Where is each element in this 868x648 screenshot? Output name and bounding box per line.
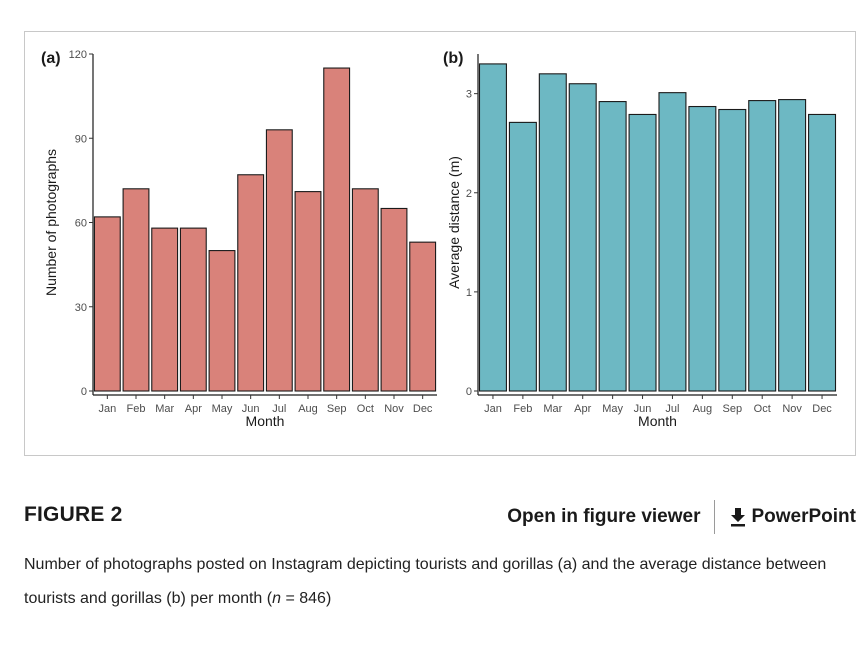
caption-text: Number of photographs posted on Instagra… (24, 556, 827, 607)
panel-a-x-tick-label: Jun (242, 403, 260, 415)
panel-b-bar (628, 113, 657, 392)
panel-b-x-tick-label: Jun (634, 403, 652, 415)
panel-a-x-tick-label: Aug (298, 403, 318, 415)
panel-a-bar (265, 129, 293, 392)
panel-b-bar (508, 121, 537, 392)
figure-caption: Number of photographs posted on Instagra… (24, 548, 844, 616)
download-icon (731, 508, 746, 527)
panel-b-x-tick-label: Apr (574, 403, 591, 415)
panel-a-x-tick-label: Oct (357, 403, 374, 415)
panel-b-bar (598, 101, 627, 392)
panel-b-bar (688, 105, 717, 392)
panel-a-bar (409, 241, 437, 392)
panel-a-bar (351, 188, 379, 392)
panel-a-x-tick-label: Jan (98, 403, 116, 415)
panel-a-y-tick-label: 120 (69, 49, 87, 61)
panel-a-x-tick-label: Dec (413, 403, 433, 415)
panel-a-x-tick-label: Apr (185, 403, 202, 415)
panel-a-x-tick-label: Nov (384, 403, 404, 415)
caption-text-end: = 846) (281, 590, 332, 607)
panel-b-x-tick-label: Jan (484, 403, 502, 415)
panel-a-y-tick-label: 60 (75, 218, 87, 230)
panel-b-bar (658, 92, 687, 392)
panel-a-x-tick-label: Jul (272, 403, 286, 415)
toolbar-divider (714, 500, 716, 534)
panel-b-x-tick-label: Mar (543, 403, 562, 415)
panel-b-x-tick-label: May (602, 403, 623, 415)
panel-b-bar (718, 108, 747, 392)
panel-b-bar (568, 83, 597, 392)
panel-a-x-axis-title: Month (246, 413, 285, 429)
panel-a-x-tick-label: Mar (155, 403, 174, 415)
panel-b-x-tick-label: Oct (754, 403, 771, 415)
panel-b-x-tick-label: Jul (665, 403, 679, 415)
open-figure-viewer-link[interactable]: Open in figure viewer (507, 506, 701, 527)
caption-n: n (272, 590, 282, 607)
panel-b-y-tick-label: 0 (466, 386, 472, 398)
panel-a-x-tick-label: Feb (127, 403, 146, 415)
figure-toolbar: Open in figure viewer PowerPoint (507, 500, 856, 534)
panel-b-bar (778, 99, 807, 392)
panel-a-y-axis-title: Number of photographs (43, 149, 59, 296)
panel-b-bar (538, 73, 567, 392)
panel-b-label: (b) (443, 50, 463, 67)
panel-a-bar (93, 216, 121, 392)
figure-frame: 0 30 60 90 120 Jan Feb Mar Apr May Jun Jul Aug Sep Oct… (24, 31, 856, 456)
panel-b-x-tick-label: Feb (513, 403, 532, 415)
panel-a-bar (294, 191, 322, 392)
panel-b-bar (748, 100, 777, 392)
panel-b-bar (478, 63, 507, 392)
panel-b-y-axis-title: Average distance (m) (446, 156, 462, 289)
panel-a-y-tick-label: 0 (81, 386, 87, 398)
panel-b-x-tick-label: Nov (782, 403, 802, 415)
panel-a-bar (208, 250, 236, 392)
panel-b-x-axis-title: Month (638, 413, 677, 429)
panel-a-x-tick-label: Sep (327, 403, 347, 415)
panel-a-label: (a) (41, 50, 61, 67)
panel-b-bar (808, 113, 837, 392)
panel-b-y-tick-label: 1 (466, 287, 472, 299)
powerpoint-label: PowerPoint (751, 506, 856, 527)
panel-a-bar (237, 174, 265, 392)
panel-a-x-tick-label: May (212, 403, 233, 415)
panel-a-y-tick-label: 30 (75, 302, 87, 314)
panel-a-bar (179, 227, 207, 392)
panel-a-bar (323, 67, 351, 392)
panel-b-y-tick-label: 3 (466, 89, 472, 101)
panel-a-y-tick-label: 90 (75, 133, 87, 145)
panel-a-bar (122, 188, 150, 392)
figure-label: FIGURE 2 (24, 503, 123, 526)
panel-a-bar (380, 207, 408, 392)
panel-b-x-tick-label: Dec (812, 403, 832, 415)
panel-b-y-tick-label: 2 (466, 188, 472, 200)
panel-b-x-tick-label: Aug (693, 403, 713, 415)
powerpoint-download-link[interactable]: PowerPoint (715, 506, 856, 528)
panel-b-x-tick-label: Sep (723, 403, 743, 415)
panel-a-bar (151, 227, 179, 392)
